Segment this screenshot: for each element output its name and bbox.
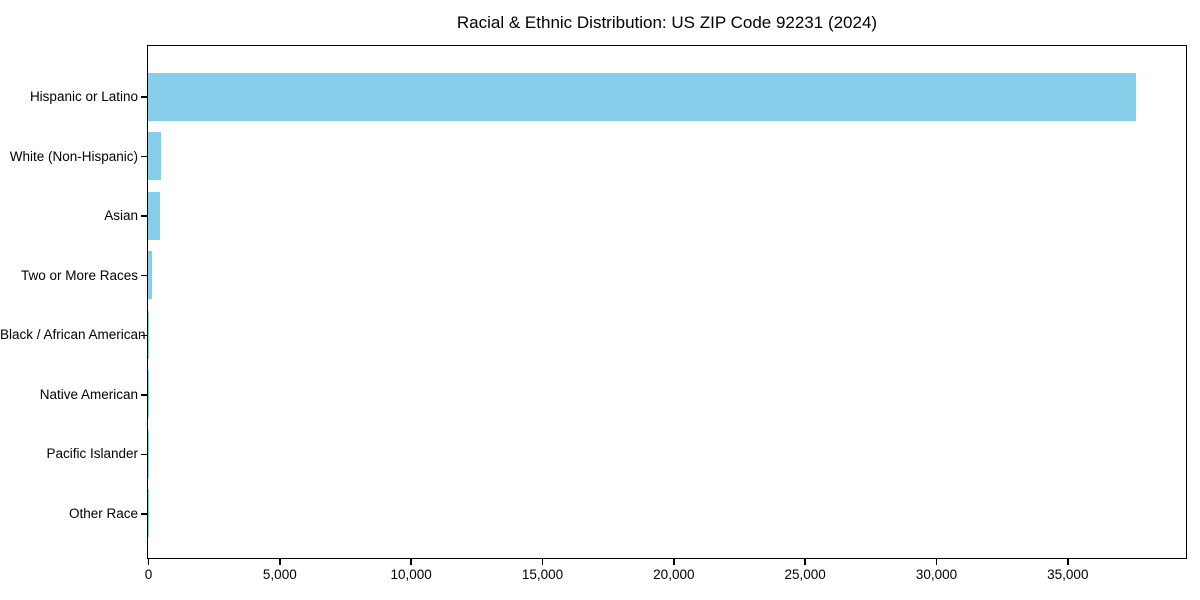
y-tick-mark [141, 96, 147, 98]
plot-area [147, 45, 1187, 559]
y-tick-mark [141, 394, 147, 396]
y-tick-mark [141, 215, 147, 217]
bar-asian [148, 191, 160, 240]
y-tick-mark [141, 334, 147, 337]
x-tick-mark [935, 559, 938, 565]
x-tick-label-20000: 20,000 [653, 567, 695, 582]
x-tick-mark [410, 559, 412, 565]
x-tick-label-35000: 35,000 [1047, 567, 1089, 582]
y-tick-label-two-or-more-races: Two or More Races [20, 267, 138, 283]
y-tick-label-white-non-hispanic: White (Non-Hispanic) [9, 148, 138, 164]
x-tick-mark [673, 559, 675, 565]
y-tick-label-other-race: Other Race [68, 505, 138, 521]
y-tick-mark [141, 274, 147, 277]
x-tick-label-25000: 25,000 [784, 567, 826, 582]
x-tick-label-5000: 5,000 [262, 567, 297, 582]
y-tick-label-black-african-american: Black / African American [0, 327, 146, 343]
x-tick-label-10000: 10,000 [390, 567, 432, 582]
x-tick-mark [1067, 559, 1069, 565]
x-tick-label-15000: 15,000 [521, 567, 564, 582]
bar-black-african-american [148, 310, 150, 359]
y-tick-label-pacific-islander: Pacific Islander [46, 446, 138, 462]
y-tick-label-asian: Asian [104, 208, 138, 224]
y-tick-mark [141, 453, 147, 456]
y-tick-mark [141, 513, 147, 515]
x-tick-mark [279, 559, 281, 565]
x-tick-mark [147, 559, 150, 565]
y-tick-label-native-american: Native American [39, 386, 138, 402]
bar-white-non-hispanic [148, 132, 161, 181]
y-tick-mark [141, 155, 147, 158]
x-tick-label-0: 0 [144, 567, 153, 582]
x-tick-label-30000: 30,000 [915, 567, 958, 582]
bar-two-or-more-races [148, 251, 153, 300]
x-tick-mark [804, 559, 806, 565]
x-tick-mark [541, 559, 544, 565]
bar-hispanic-or-latino [148, 72, 1136, 121]
bar-other-race [148, 489, 149, 538]
y-tick-label-hispanic-or-latino: Hispanic or Latino [29, 89, 138, 104]
chart-title: Racial & Ethnic Distribution: US ZIP Cod… [456, 13, 878, 32]
